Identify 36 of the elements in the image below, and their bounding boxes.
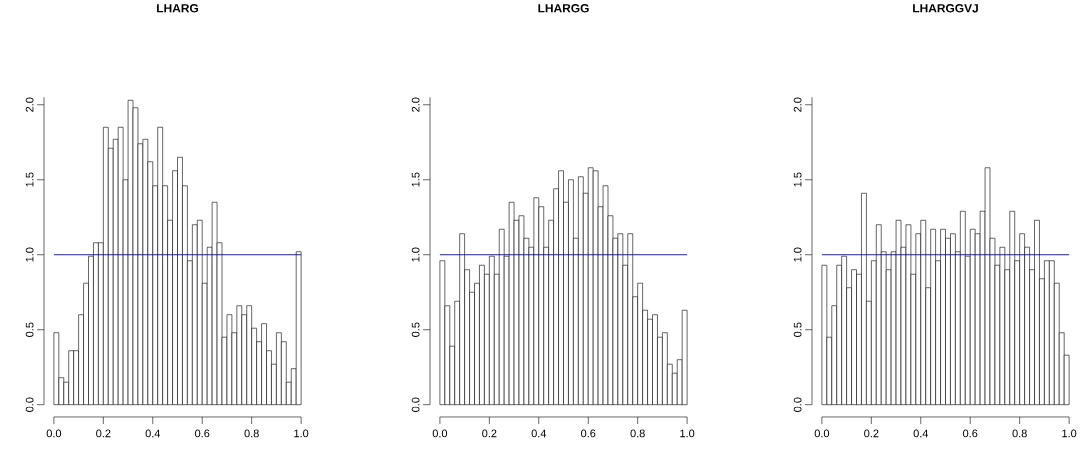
y-tick-label: 0.5 [793,322,802,337]
y-tick-label: 2.0 [411,97,420,112]
x-tick-label: 1.0 [294,429,309,438]
chart-title: LHARGG [538,4,589,13]
x-tick-label: 0.0 [46,429,62,438]
y-tick-label: 1.0 [793,247,802,262]
x-tick-label: 0.0 [432,429,448,438]
y-tick-label: 0.5 [25,322,34,337]
y-tick-label: 0.0 [25,397,34,412]
x-tick-label: 0.4 [145,429,161,438]
x-tick-label: 0.2 [482,429,497,438]
x-tick-label: 0.6 [963,429,978,438]
x-tick-label: 0.6 [195,429,210,438]
x-tick-label: 0.6 [581,429,596,438]
x-tick-label: 0.8 [630,429,645,438]
y-tick-label: 1.5 [793,172,802,187]
x-tick-label: 0.4 [531,429,547,438]
y-tick-label: 1.5 [25,172,34,187]
x-tick-label: 0.8 [1012,429,1027,438]
y-tick-label: 0.0 [793,397,802,412]
x-tick-label: 0.8 [244,429,259,438]
y-tick-label: 2.0 [793,97,802,112]
x-tick-label: 1.0 [1062,429,1077,438]
x-tick-label: 0.4 [913,429,929,438]
y-tick-label: 1.0 [25,247,34,262]
chart-title: LHARGGVJ [913,4,978,13]
y-tick-label: 2.0 [25,97,34,112]
chart-title: LHARG [157,4,199,13]
x-tick-label: 0.0 [814,429,830,438]
y-tick-label: 0.5 [411,322,420,337]
x-tick-label: 0.2 [96,429,111,438]
x-tick-label: 0.2 [864,429,879,438]
y-tick-label: 0.0 [411,397,420,412]
y-tick-label: 1.5 [411,172,420,187]
x-tick-label: 1.0 [680,429,695,438]
y-tick-label: 1.0 [411,247,420,262]
